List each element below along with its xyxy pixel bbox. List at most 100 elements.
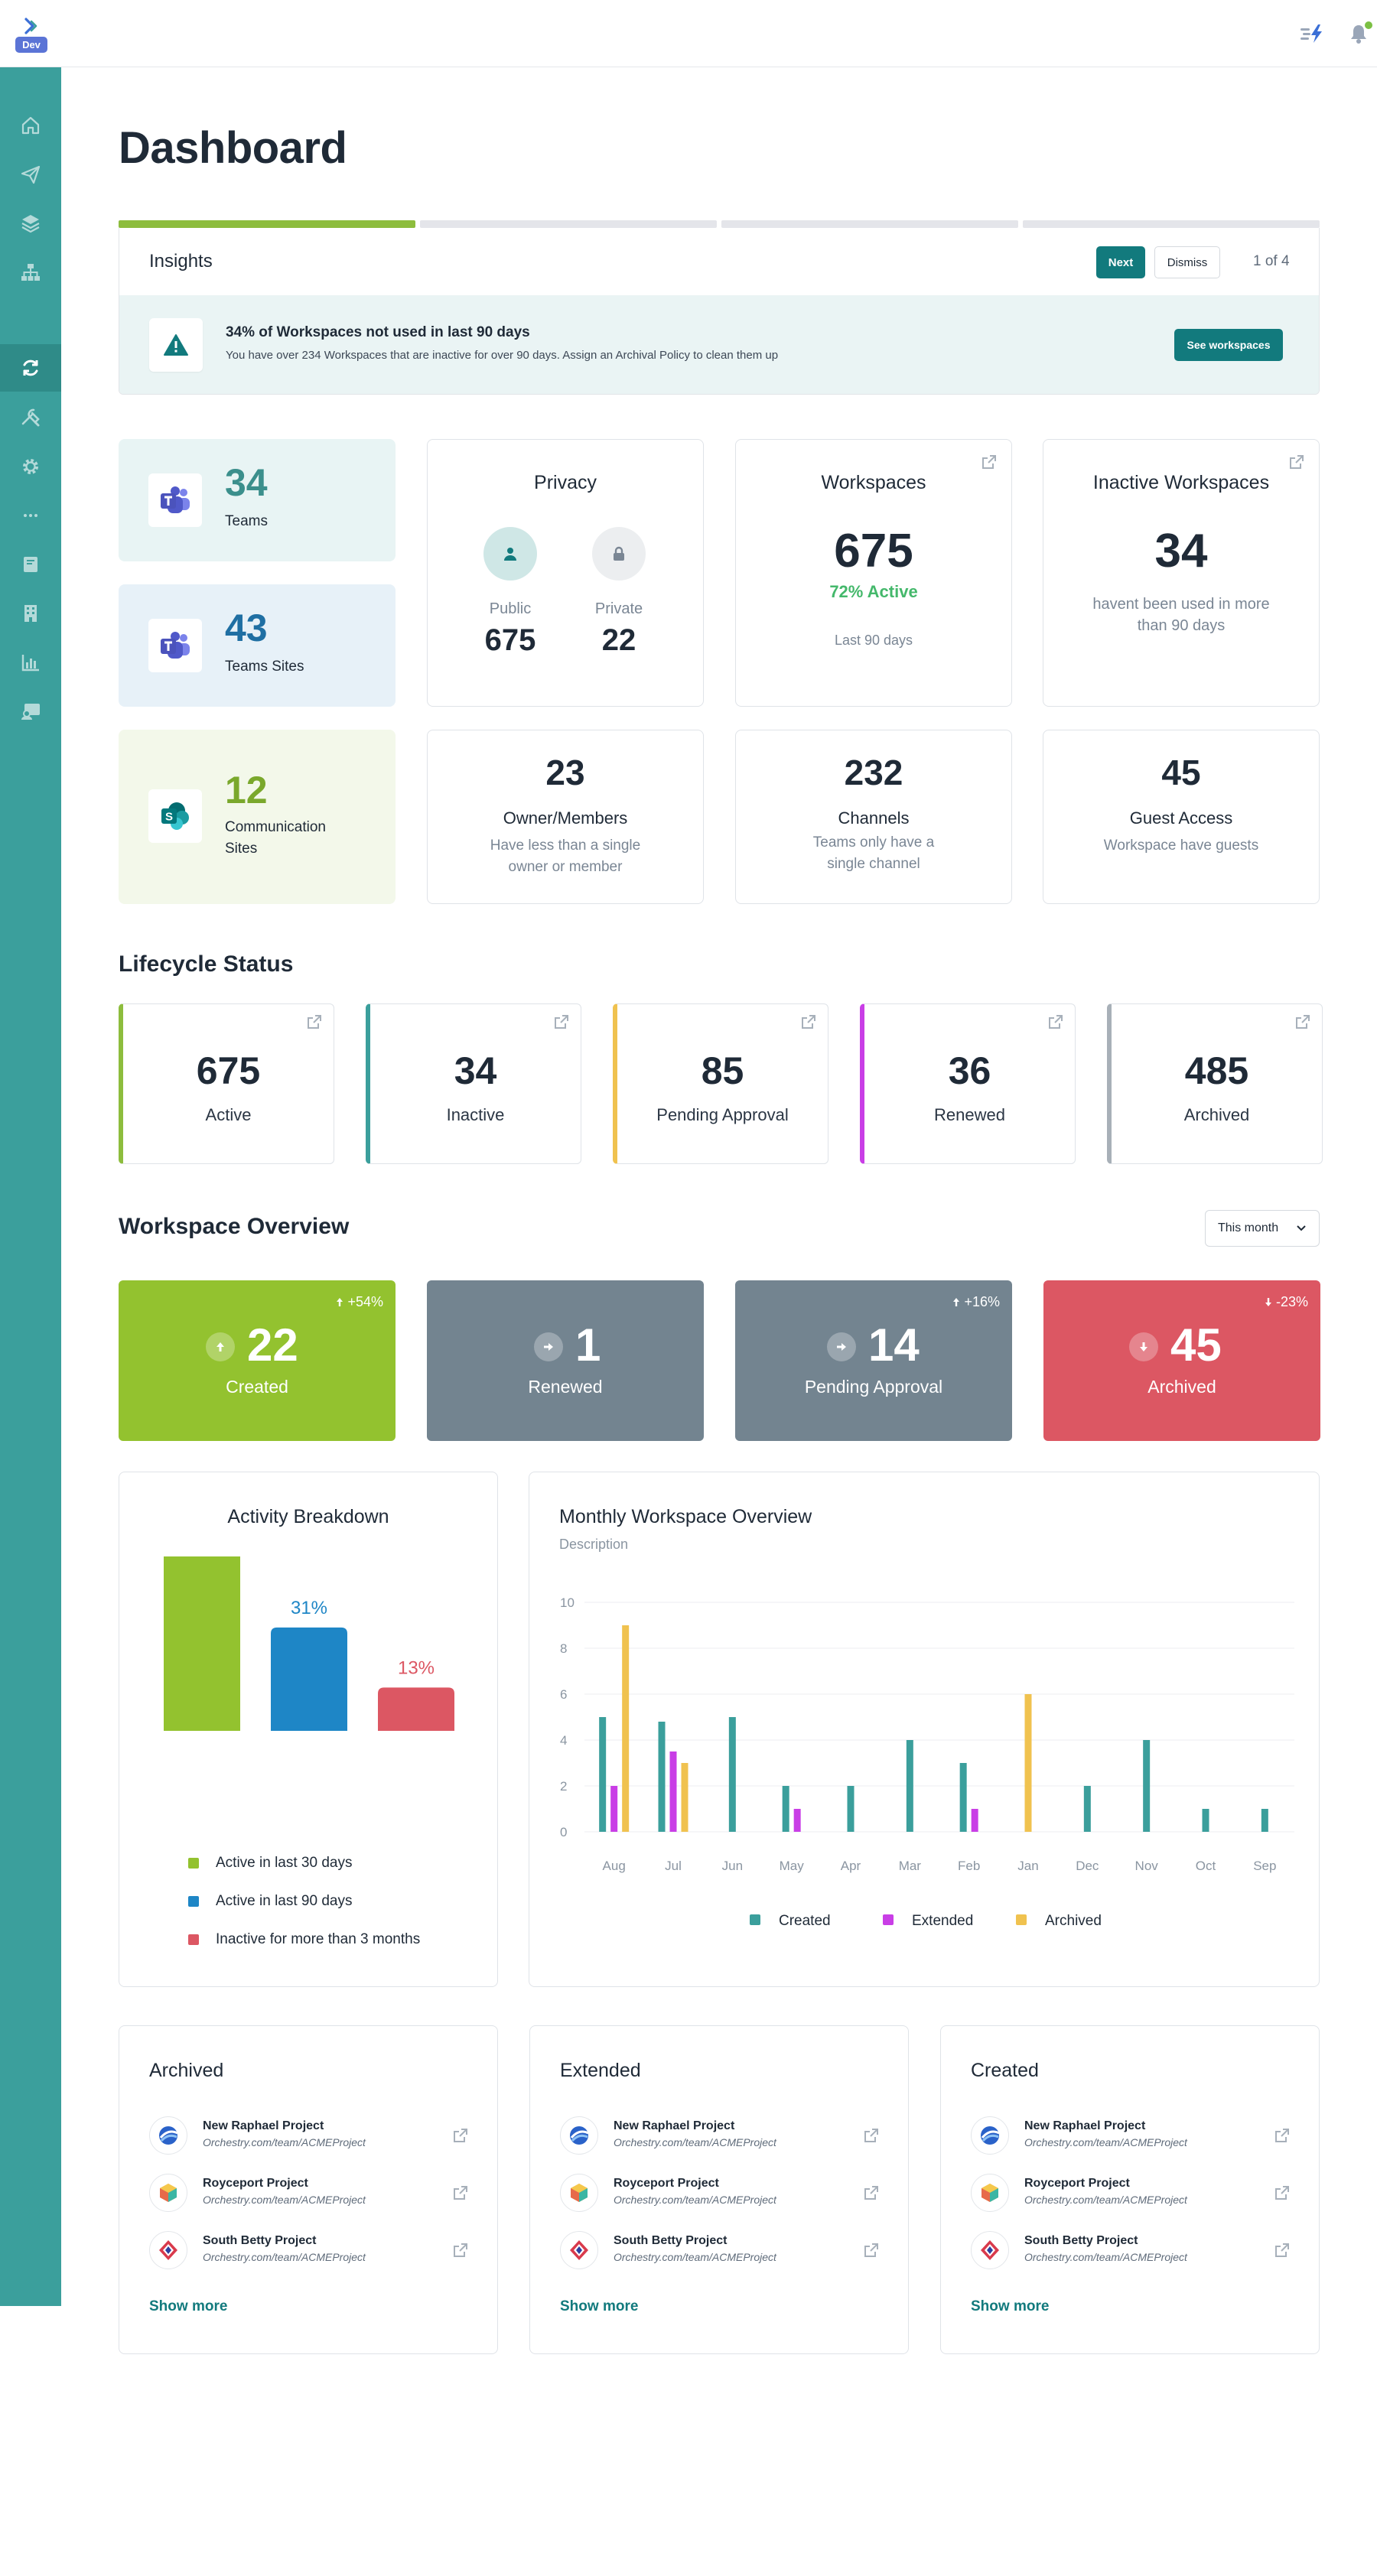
insights-pager: 1 of 4 (1253, 253, 1290, 269)
overview-card[interactable]: -23% 45 Archived (1043, 1280, 1320, 1441)
show-more-link[interactable]: Show more (971, 2298, 1050, 2314)
list-item[interactable]: South Betty Project Orchestry.com/team/AC… (149, 2231, 470, 2277)
period-select[interactable]: This month (1205, 1210, 1320, 1247)
guest-access-title: Guest Access (1129, 808, 1233, 828)
external-link-icon[interactable] (1272, 2240, 1292, 2260)
team-sites-icon (148, 619, 202, 672)
sidebar-directory-icon[interactable] (15, 696, 46, 727)
dismiss-button[interactable]: Dismiss (1154, 246, 1220, 278)
list-item[interactable]: South Betty Project Orchestry.com/team/AC… (971, 2231, 1292, 2277)
monthly-bar (658, 1722, 666, 1832)
sidebar-hierarchy-icon[interactable] (15, 257, 46, 288)
external-link-icon[interactable] (861, 2183, 881, 2203)
lifecycle-label: Pending Approval (656, 1105, 789, 1124)
lifecycle-card[interactable]: 85 Pending Approval (613, 1003, 828, 1164)
sidebar-send-icon[interactable] (15, 159, 46, 190)
list-item[interactable]: Royceport Project Orchestry.com/team/ACME… (149, 2174, 470, 2220)
inactive-workspaces-title: Inactive Workspaces (1092, 472, 1270, 493)
external-link-icon[interactable] (304, 1012, 324, 1032)
lifecycle-card[interactable]: 485 Archived (1107, 1003, 1323, 1164)
sidebar-tools-icon[interactable] (15, 402, 46, 433)
monthly-overview-card: Monthly Workspace Overview Description 0… (529, 1472, 1320, 1987)
sidebar-book-icon[interactable] (15, 549, 46, 580)
external-link-icon[interactable] (1272, 2183, 1292, 2203)
monthly-subtitle: Description (559, 1537, 629, 1552)
list-item[interactable]: South Betty Project Orchestry.com/team/AC… (560, 2231, 881, 2277)
x-tick-label: Nov (1135, 1859, 1159, 1873)
activity-legend-item: Active in last 90 days (188, 1893, 352, 1910)
monthly-bar (599, 1717, 607, 1832)
external-link-icon[interactable] (861, 2126, 881, 2145)
list-item[interactable]: New Raphael Project Orchestry.com/team/AC… (560, 2116, 881, 2162)
activity-title: Activity Breakdown (227, 1506, 389, 1527)
guest-access-desc: Workspace have guests (1103, 838, 1259, 854)
show-more-link[interactable]: Show more (560, 2298, 639, 2314)
project-url: Orchestry.com/team/ACMEProject (1024, 2194, 1187, 2206)
external-link-icon[interactable] (451, 2183, 470, 2203)
communication-sites-stat-card[interactable]: S 12 Communication Sites (119, 730, 396, 904)
overview-label: Pending Approval (804, 1377, 943, 1397)
project-diamond-icon (971, 2231, 1009, 2269)
overview-card[interactable]: +54% 22 Created (119, 1280, 396, 1441)
sidebar-lifecycle-icon[interactable] (15, 353, 46, 383)
next-button[interactable]: Next (1096, 246, 1145, 278)
team-sites-stat-card[interactable]: 43 Teams Sites (119, 584, 396, 707)
sidebar-analytics-icon[interactable] (15, 647, 46, 678)
notifications-bell-icon[interactable] (1343, 18, 1374, 49)
external-link-icon[interactable] (451, 2240, 470, 2260)
overview-count: 1 (575, 1319, 601, 1371)
teams-stat-card[interactable]: 34 Teams (119, 439, 396, 561)
overview-card[interactable]: +16% 14 Pending Approval (735, 1280, 1012, 1441)
list-item[interactable]: Royceport Project Orchestry.com/team/ACME… (560, 2174, 881, 2220)
app-logo[interactable]: Dev (12, 17, 50, 61)
quick-actions-icon[interactable] (1297, 18, 1328, 49)
overview-card[interactable]: 1 Renewed (427, 1280, 704, 1441)
lifecycle-card[interactable]: 675 Active (119, 1003, 334, 1164)
x-tick-label: Feb (958, 1859, 980, 1873)
sidebar-settings-icon[interactable] (15, 451, 46, 482)
project-name: Royceport Project (203, 2177, 308, 2190)
team-sites-count: 43 (225, 607, 268, 649)
see-workspaces-button[interactable]: See workspaces (1174, 329, 1283, 361)
monthly-bar (782, 1786, 789, 1832)
sidebar-building-icon[interactable] (15, 598, 46, 629)
overview-label: Created (226, 1377, 288, 1397)
activity-legend-item: Active in last 30 days (188, 1855, 352, 1872)
lifecycle-card[interactable]: 36 Renewed (860, 1003, 1076, 1164)
channels-desc-line1: Teams only have a (812, 834, 935, 851)
monthly-chart: 0 2 4 6 8 10 Aug Jul Jun May Apr Mar Feb Jan Dec Nov Oct… (560, 1595, 1294, 1929)
monthly-bar (959, 1763, 967, 1832)
sidebar (0, 67, 61, 2306)
external-link-icon[interactable] (861, 2240, 881, 2260)
list-item[interactable]: New Raphael Project Orchestry.com/team/AC… (971, 2116, 1292, 2162)
project-name: South Betty Project (203, 2234, 317, 2247)
external-link-icon[interactable] (1287, 452, 1307, 472)
lifecycle-card[interactable]: 34 Inactive (366, 1003, 581, 1164)
external-link-icon[interactable] (552, 1012, 571, 1032)
legend-label: Active in last 90 days (216, 1893, 353, 1909)
list-item[interactable]: Royceport Project Orchestry.com/team/ACME… (971, 2174, 1292, 2220)
legend-swatch (883, 1914, 894, 1925)
inactive-workspaces-card[interactable]: Inactive Workspaces 34 havent been used … (1043, 439, 1320, 707)
sidebar-home-icon[interactable] (15, 110, 46, 141)
activity-chart: 56%31%13% (164, 1556, 454, 1731)
monthly-title: Monthly Workspace Overview (559, 1506, 812, 1527)
external-link-icon[interactable] (1293, 1012, 1313, 1032)
external-link-icon[interactable] (451, 2126, 470, 2145)
monthly-bar (906, 1740, 913, 1832)
external-link-icon[interactable] (979, 452, 999, 472)
arrow-right-icon (827, 1332, 856, 1361)
show-more-link[interactable]: Show more (149, 2298, 228, 2314)
lifecycle-label: Renewed (934, 1105, 1005, 1124)
sidebar-more-icon[interactable] (15, 500, 46, 531)
owner-members-title: Owner/Members (503, 808, 628, 828)
lifecycle-label: Inactive (446, 1105, 505, 1124)
external-link-icon[interactable] (799, 1012, 819, 1032)
private-count: 22 (601, 623, 636, 657)
y-tick-label: 6 (560, 1687, 567, 1702)
list-item[interactable]: New Raphael Project Orchestry.com/team/AC… (149, 2116, 470, 2162)
workspaces-card[interactable]: Workspaces 675 72% Active Last 90 days (735, 439, 1012, 707)
external-link-icon[interactable] (1272, 2126, 1292, 2145)
sidebar-layers-icon[interactable] (15, 208, 46, 239)
external-link-icon[interactable] (1046, 1012, 1066, 1032)
